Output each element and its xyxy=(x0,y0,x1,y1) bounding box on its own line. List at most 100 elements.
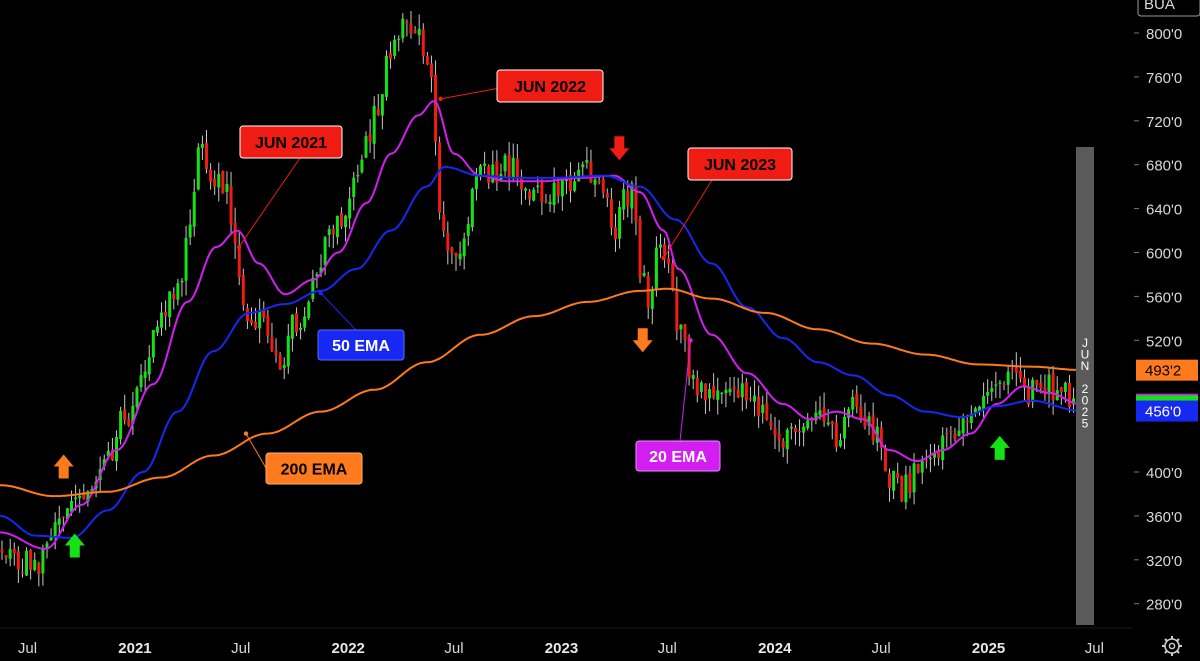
candle-up xyxy=(282,364,286,369)
candle-down xyxy=(245,308,249,322)
time-tick-label: 2022 xyxy=(332,640,365,657)
candles-layer xyxy=(0,10,1080,587)
candle-down xyxy=(634,186,638,222)
candle-up xyxy=(753,395,757,402)
callout-label: JUN 2021 xyxy=(255,135,327,152)
candle-down xyxy=(744,382,748,401)
candle-up xyxy=(57,518,61,525)
candle-up xyxy=(740,383,744,398)
price-tick-label: 320'0 xyxy=(1146,553,1182,570)
candle-down xyxy=(830,421,834,425)
candle-down xyxy=(1010,368,1014,370)
candle-up xyxy=(299,327,303,330)
time-tick-label: Jul xyxy=(444,640,463,657)
candle-down xyxy=(82,494,86,500)
candle-down xyxy=(434,74,438,142)
time-axis[interactable]: Jul 2021 Jul 2022 Jul 2023 Jul 2024 Jul 2025 Jul xyxy=(0,627,1133,661)
candle-up xyxy=(642,272,646,276)
price-badge xyxy=(1136,400,1198,422)
ema-line-50-ema xyxy=(0,165,1078,539)
candle-up xyxy=(920,461,924,473)
candle-down xyxy=(331,228,335,235)
price-tick-label: 560'0 xyxy=(1146,289,1182,306)
callout-box xyxy=(496,69,604,103)
candle-down xyxy=(1035,380,1039,385)
candle-down xyxy=(626,191,630,207)
candle-down xyxy=(229,185,233,225)
candle-down xyxy=(413,30,417,33)
candle-down xyxy=(442,214,446,232)
candle-down xyxy=(613,227,617,240)
candle-down xyxy=(454,252,458,257)
candle-down xyxy=(4,555,8,558)
candle-up xyxy=(65,508,69,520)
price-tick-label: 640'0 xyxy=(1146,202,1182,219)
candle-up xyxy=(806,420,810,428)
candle-up xyxy=(119,410,123,440)
price-badge-label: 456'0 xyxy=(1145,404,1181,421)
symbol-tag: BUA xyxy=(1137,0,1200,17)
callout-box xyxy=(317,329,405,361)
candle-up xyxy=(789,426,793,429)
candle-down xyxy=(204,142,208,169)
settings-gear-icon[interactable] xyxy=(1162,636,1182,656)
candle-down xyxy=(164,311,168,316)
candle-up xyxy=(352,177,356,198)
candle-down xyxy=(1014,367,1018,373)
candle-down xyxy=(1002,384,1006,386)
candle-up xyxy=(176,283,180,300)
candle-up xyxy=(303,316,307,328)
candle-down xyxy=(278,354,282,370)
candle-up xyxy=(372,105,376,144)
callout-leader-line xyxy=(238,157,301,248)
candle-up xyxy=(1031,379,1035,403)
candle-up xyxy=(691,375,695,380)
candle-up xyxy=(286,335,290,367)
time-tick-label: Jul xyxy=(658,640,677,657)
candle-down xyxy=(859,406,863,419)
candle-down xyxy=(765,403,769,420)
candle-down xyxy=(29,549,33,570)
arrow-down-icon xyxy=(609,136,630,161)
candle-up xyxy=(45,543,49,549)
candle-up xyxy=(503,155,507,172)
candle-up xyxy=(327,228,331,235)
candle-down xyxy=(855,393,859,407)
price-badge-label: 493'2 xyxy=(1145,363,1181,380)
candle-up xyxy=(654,247,658,290)
candle-down xyxy=(1027,388,1031,405)
candle-down xyxy=(254,321,258,329)
candle-down xyxy=(274,349,278,355)
candle-up xyxy=(25,550,29,576)
candle-down xyxy=(294,313,298,333)
candle-up xyxy=(192,191,196,227)
candle-up xyxy=(618,207,622,239)
candle-up xyxy=(147,357,151,375)
time-tick-label: Jul xyxy=(18,640,37,657)
callout-label: JUN 2022 xyxy=(514,79,586,96)
candle-up xyxy=(155,326,159,333)
candle-down xyxy=(123,409,127,421)
candle-up xyxy=(417,28,421,36)
candle-down xyxy=(16,551,20,570)
candle-up xyxy=(180,280,184,283)
candle-down xyxy=(515,158,519,178)
current-period-char: U xyxy=(1081,348,1090,362)
candle-up xyxy=(536,185,540,188)
candle-down xyxy=(495,161,499,183)
candle-down xyxy=(605,193,609,198)
candle-down xyxy=(695,377,699,395)
callout-box xyxy=(687,147,793,181)
candle-up xyxy=(957,430,961,436)
price-tick-label: 400'0 xyxy=(1146,465,1182,482)
price-axis[interactable]: 800'0 760'0 720'0 680'0 640'0 600'0 560'0 520'0… xyxy=(1133,0,1200,628)
candle-up xyxy=(524,188,528,191)
candle-up xyxy=(933,453,937,458)
callout-target-dot xyxy=(688,338,693,343)
candle-down xyxy=(900,476,904,501)
candle-down xyxy=(949,430,953,433)
candle-up xyxy=(319,267,323,274)
callout-target-dot xyxy=(236,244,242,250)
candle-up xyxy=(892,470,896,491)
